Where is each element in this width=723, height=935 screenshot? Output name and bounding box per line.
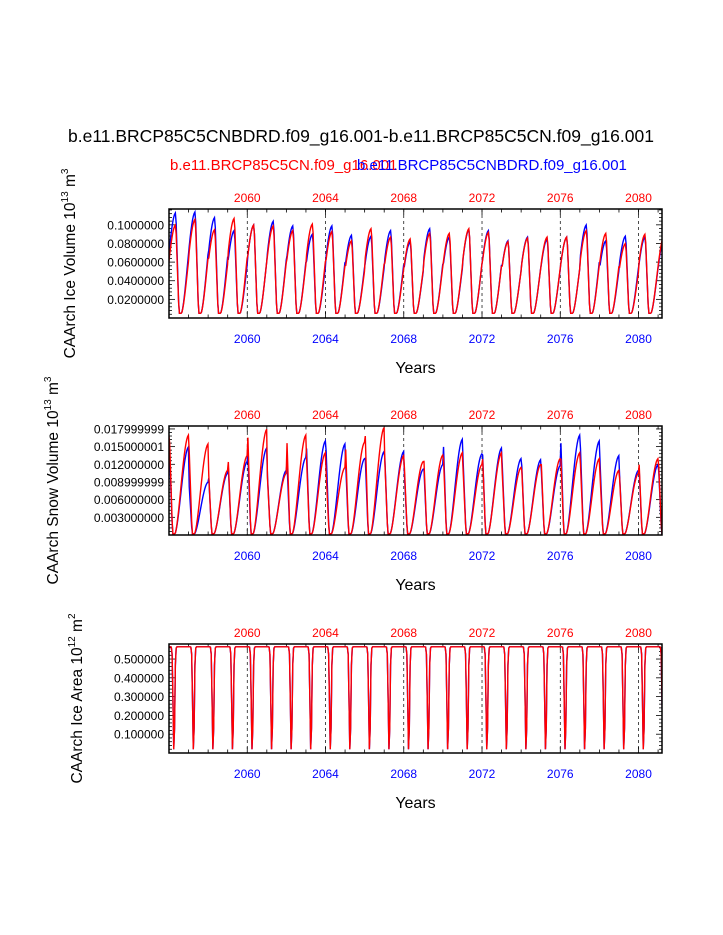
legend-blue-label: b.e11.BRCP85C5CNBDRD.f09_g16.001	[357, 157, 627, 174]
series-line-red	[169, 646, 662, 750]
x-tick-label-top: 2072	[469, 191, 496, 205]
y-tick-label: 0.0200000	[107, 293, 164, 307]
series-line-red	[169, 427, 662, 535]
y-axis-label: CAArch Ice Area 1012 m2	[67, 613, 86, 783]
x-tick-label-bottom: 2064	[312, 332, 339, 346]
y-tick-label: 0.003000000	[94, 511, 164, 525]
series-group	[169, 646, 662, 750]
x-tick-label-bottom: 2080	[625, 549, 652, 563]
x-tick-label-bottom: 2076	[547, 549, 574, 563]
y-tick-label: 0.015000001	[94, 440, 164, 454]
x-tick-label-bottom: 2080	[625, 332, 652, 346]
x-axis-label: Years	[395, 795, 435, 812]
chart-panel-1: 0.1000000 0.0800000 0.0600000 0.0400000 0.02…	[60, 168, 663, 377]
x-tick-label-top: 2068	[390, 408, 417, 422]
main-title: b.e11.BRCP85C5CNBDRD.f09_g16.001-b.e11.B…	[68, 126, 654, 147]
plot-frame	[168, 643, 663, 754]
x-tick-label-bottom: 2068	[390, 767, 417, 781]
x-tick-label-bottom: 2064	[312, 767, 339, 781]
x-tick-label-bottom: 2064	[312, 549, 339, 563]
series-group	[169, 209, 662, 315]
x-tick-label-top: 2080	[625, 626, 652, 640]
plot-frame	[168, 208, 663, 319]
x-tick-label-top: 2080	[625, 191, 652, 205]
x-tick-label-bottom: 2076	[547, 767, 574, 781]
x-tick-label-bottom: 2072	[469, 767, 496, 781]
x-tick-label-top: 2064	[312, 191, 339, 205]
x-tick-label-top: 2060	[234, 191, 261, 205]
x-tick-label-top: 2060	[234, 626, 261, 640]
x-tick-label-top: 2076	[547, 191, 574, 205]
x-tick-label-bottom: 2060	[234, 767, 261, 781]
x-tick-label-bottom: 2076	[547, 332, 574, 346]
y-tick-label: 0.0800000	[107, 237, 164, 251]
x-axis-label: Years	[395, 577, 435, 594]
x-tick-label-bottom: 2060	[234, 549, 261, 563]
x-tick-label-top: 2072	[469, 408, 496, 422]
y-tick-label: 0.300000	[114, 690, 164, 704]
x-tick-label-bottom: 2068	[390, 332, 417, 346]
x-axis-label: Years	[395, 360, 435, 377]
y-tick-label: 0.017999999	[94, 422, 164, 436]
x-tick-label-top: 2076	[547, 408, 574, 422]
y-axis-label: CAArch Snow Volume 1013 m3	[43, 376, 62, 584]
x-tick-label-bottom: 2060	[234, 332, 261, 346]
x-tick-label-top: 2064	[312, 626, 339, 640]
y-tick-label: 0.012000000	[94, 458, 164, 472]
x-tick-label-top: 2068	[390, 191, 417, 205]
y-tick-label: 0.0400000	[107, 274, 164, 288]
series-group	[169, 427, 662, 535]
y-tick-label: 0.006000000	[94, 493, 164, 507]
x-tick-label-bottom: 2072	[469, 549, 496, 563]
y-tick-label: 0.400000	[114, 671, 164, 685]
panels: 0.1000000 0.0800000 0.0600000 0.0400000 0.02…	[43, 168, 663, 812]
y-tick-label: 0.500000	[114, 653, 164, 667]
x-tick-label-bottom: 2080	[625, 767, 652, 781]
y-tick-label: 0.200000	[114, 709, 164, 723]
legend-red-label: b.e11.BRCP85C5CN.f09_g16.001	[170, 157, 397, 174]
y-axis-label: CAArch Ice Volume 1013 m3	[60, 168, 79, 358]
y-tick-label: 0.0600000	[107, 256, 164, 270]
x-tick-label-top: 2080	[625, 408, 652, 422]
y-tick-label: 0.100000	[114, 728, 164, 742]
x-tick-label-top: 2068	[390, 626, 417, 640]
chart-panel-3: 0.500000 0.400000 0.300000 0.200000 0.100000…	[67, 613, 663, 812]
x-tick-label-bottom: 2072	[469, 332, 496, 346]
x-tick-label-top: 2060	[234, 408, 261, 422]
series-line-blue	[169, 646, 662, 750]
x-tick-label-bottom: 2068	[390, 549, 417, 563]
plot-frame	[168, 425, 663, 536]
chart-panel-2: 0.017999999 0.015000001 0.012000000 0.00899…	[43, 376, 663, 594]
x-tick-label-top: 2072	[469, 626, 496, 640]
y-tick-label: 0.008999999	[94, 475, 164, 489]
x-tick-label-top: 2076	[547, 626, 574, 640]
x-tick-label-top: 2064	[312, 408, 339, 422]
y-tick-label: 0.1000000	[107, 218, 164, 232]
series-line-red	[169, 216, 662, 315]
